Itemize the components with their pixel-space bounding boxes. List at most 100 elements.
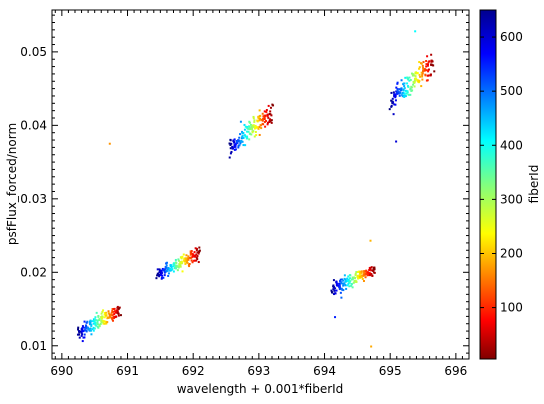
scatter-point	[264, 120, 267, 123]
scatter-point	[425, 63, 428, 66]
scatter-point	[236, 140, 239, 143]
scatter-point	[163, 271, 166, 274]
scatter-point	[81, 327, 84, 330]
scatter-point	[253, 135, 256, 138]
scatter-point	[108, 313, 111, 316]
scatter-point	[340, 282, 343, 285]
scatter-point	[260, 127, 263, 130]
scatter-point	[229, 152, 232, 155]
scatter-point	[90, 323, 93, 326]
scatter-point	[349, 280, 352, 283]
scatter-point	[409, 78, 412, 81]
scatter-point	[98, 323, 101, 326]
x-tick-label: 695	[379, 364, 402, 378]
scatter-point	[346, 284, 349, 287]
scatter-point	[395, 92, 398, 95]
scatter-point	[181, 255, 184, 258]
scatter-point	[237, 146, 240, 149]
scatter-point	[392, 91, 395, 94]
scatter-point	[412, 80, 415, 83]
x-tick-label: 691	[116, 364, 139, 378]
scatter-point	[427, 68, 430, 71]
axis-tick-labels: 690 691 692 693 694 695 696 0.01 0.02 0.03 0.04 0.0…	[20, 45, 467, 378]
scatter-point	[342, 284, 345, 287]
scatter-point	[399, 92, 402, 95]
outlier-point	[369, 239, 372, 242]
scatter-point	[352, 281, 355, 284]
scatter-point	[412, 83, 415, 86]
scatter-point	[187, 255, 190, 258]
scatter-point	[101, 317, 104, 320]
scatter-point	[424, 73, 427, 76]
scatter-point	[81, 333, 84, 336]
scatter-point	[167, 266, 170, 269]
scatter-point	[253, 119, 256, 122]
scatter-point	[337, 284, 340, 287]
scatter-point	[343, 277, 346, 280]
scatter-point	[357, 270, 360, 273]
scatter-point	[117, 314, 120, 317]
y-tick-label: 0.04	[20, 118, 47, 132]
scatter-point	[266, 123, 269, 126]
scatter-point	[229, 139, 232, 142]
scatter-point	[264, 125, 267, 128]
scatter-point	[116, 310, 119, 313]
scatter-point	[390, 104, 393, 107]
scatter-point	[373, 268, 376, 271]
scatter-point	[188, 265, 191, 268]
scatter-point	[414, 75, 417, 78]
scatter-point	[194, 247, 197, 250]
scatter-point	[341, 288, 344, 291]
scatter-point	[253, 120, 256, 123]
scatter-point	[339, 279, 342, 282]
scatter-point	[345, 287, 348, 290]
scatter-point	[114, 310, 117, 313]
scatter-point	[161, 276, 164, 279]
scatter-point	[371, 269, 374, 272]
scatter-point	[254, 126, 257, 129]
scatter-point	[94, 316, 97, 319]
scatter-point	[238, 144, 241, 147]
scatter-point	[353, 277, 356, 280]
scatter-point	[359, 275, 362, 278]
scatter-point	[403, 92, 406, 95]
scatter-point	[398, 94, 401, 97]
scatter-point	[406, 90, 409, 93]
scatter-point	[190, 259, 193, 262]
scatter-point	[96, 323, 99, 326]
axis-ticks	[52, 10, 470, 359]
scatter-point	[343, 274, 346, 277]
scatter-point	[350, 284, 353, 287]
scatter-point	[103, 320, 106, 323]
scatter-point	[93, 320, 96, 323]
scatter-point	[367, 271, 370, 274]
scatter-point	[398, 88, 401, 91]
scatter-point	[421, 64, 424, 67]
scatter-point	[340, 278, 343, 281]
scatter-point	[248, 121, 251, 124]
scatter-point	[84, 324, 87, 327]
scatter-point	[407, 78, 410, 81]
scatter-point	[362, 280, 365, 283]
scatter-point	[116, 305, 119, 308]
scatter-point	[254, 124, 257, 127]
scatter-point	[107, 316, 110, 319]
scatter-point	[413, 81, 416, 84]
scatter-point	[349, 274, 352, 277]
outlier-point	[395, 140, 398, 143]
scatter-point	[340, 287, 343, 290]
colorbar-ticks: 100 200 300 400 500 600	[480, 30, 523, 315]
scatter-point	[410, 72, 413, 75]
scatter-point	[420, 85, 423, 88]
scatter-point	[105, 314, 108, 317]
scatter-point	[390, 99, 393, 102]
scatter-point	[404, 76, 407, 79]
scatter-point	[412, 73, 415, 76]
scatter-point	[83, 320, 86, 323]
scatter-point	[330, 291, 333, 294]
scatter-point	[89, 329, 92, 332]
scatter-point	[357, 275, 360, 278]
scatter-point	[403, 94, 406, 97]
scatter-point	[85, 330, 88, 333]
scatter-point	[78, 336, 81, 339]
